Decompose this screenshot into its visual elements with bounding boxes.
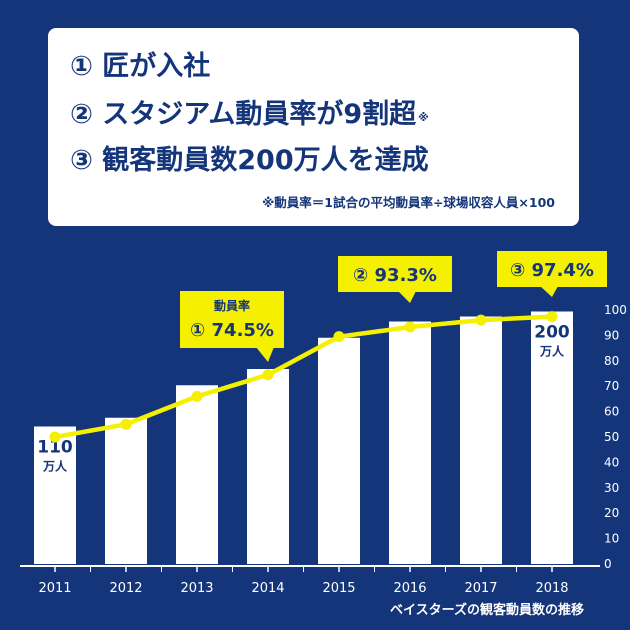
- callout-pointer: [256, 347, 274, 362]
- footnote: ※動員率＝1試合の平均動員率÷球場収容人員×100: [262, 195, 555, 210]
- attendance-rate-point: [262, 369, 274, 381]
- attendance-bar: [34, 426, 76, 564]
- callout-value: ② 93.3%: [353, 265, 437, 286]
- y-tick-label: 50: [604, 430, 619, 444]
- x-tick-label: 2014: [251, 581, 284, 596]
- callout-box: [338, 256, 452, 292]
- y-tick-label: 0: [604, 557, 612, 571]
- callout-pointer: [540, 286, 558, 297]
- x-tick-label: 2016: [393, 581, 426, 596]
- attendance-rate-point: [333, 331, 345, 343]
- y-tick-label: 30: [604, 481, 619, 495]
- headline-panel: ① 匠が入社 ② スタジアム動員率が9割超 ※ ③ 観客動員数200万人を達成 ※…: [48, 28, 579, 226]
- callout-pointer: [398, 291, 416, 303]
- attendance-rate-point: [404, 321, 416, 333]
- attendance-rate-point: [120, 418, 132, 430]
- attendance-bar: [531, 311, 573, 564]
- y-tick-label: 80: [604, 354, 619, 368]
- callout-box: [497, 251, 607, 287]
- y-tick-label: 20: [604, 506, 619, 520]
- chart-caption: ベイスターズの観客動員数の推移: [390, 602, 584, 618]
- callout-box: [180, 291, 284, 348]
- headline-point-2: ② スタジアム動員率が9割超 ※: [70, 100, 429, 133]
- bar-value-label: 200: [534, 323, 570, 343]
- headline-point-1: ① 匠が入社: [70, 51, 211, 82]
- x-tick-label: 2012: [109, 581, 142, 596]
- attendance-rate-point: [191, 390, 203, 402]
- attendance-rate-point: [49, 431, 61, 443]
- headline-point-3: ③ 観客動員数200万人を達成: [70, 145, 429, 176]
- y-tick-label: 60: [604, 405, 619, 419]
- x-tick-label: 2013: [180, 581, 213, 596]
- y-tick-label: 90: [604, 328, 619, 342]
- bar-unit-label: 万人: [539, 344, 565, 359]
- x-tick-label: 2018: [535, 581, 568, 596]
- y-tick-label: 100: [604, 303, 627, 317]
- attendance-rate-point: [475, 314, 487, 326]
- attendance-bar: [389, 321, 431, 564]
- y-tick-label: 10: [604, 532, 619, 546]
- bar-value-label: 110: [37, 438, 73, 458]
- callout-value: ③ 97.4%: [510, 260, 594, 281]
- bar-unit-label: 万人: [42, 459, 68, 474]
- x-tick-label: 2011: [38, 581, 71, 596]
- attendance-bar: [176, 385, 218, 564]
- footnote-mark: ※: [418, 111, 429, 124]
- attendance-rate-point: [546, 311, 558, 323]
- y-tick-label: 40: [604, 455, 619, 469]
- y-tick-label: 70: [604, 379, 619, 393]
- callout-title: 動員率: [214, 298, 250, 313]
- x-tick-label: 2015: [322, 581, 355, 596]
- x-tick-label: 2017: [464, 581, 497, 596]
- attendance-bar: [460, 316, 502, 564]
- attendance-bar: [318, 337, 360, 564]
- attendance-bar: [247, 369, 289, 564]
- attendance-rate-line: [52, 314, 555, 440]
- attendance-bar: [105, 417, 147, 564]
- headline-point-2-text: ② スタジアム動員率が9割超: [70, 99, 417, 130]
- callout-value: ① 74.5%: [190, 320, 274, 341]
